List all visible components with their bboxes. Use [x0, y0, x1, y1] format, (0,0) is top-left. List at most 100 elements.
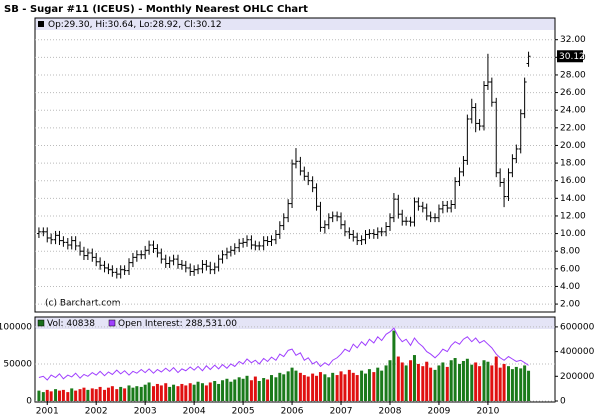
volume-bar — [229, 381, 233, 401]
volume-bar — [245, 375, 249, 401]
volume-bar — [331, 372, 335, 401]
volume-bar — [106, 387, 110, 401]
y-tick-label: 2.00 — [560, 300, 580, 310]
volume-bar — [278, 372, 282, 401]
volume-bar — [168, 386, 172, 401]
volume-bar — [90, 388, 94, 401]
y-tick-label: 100000 — [0, 322, 32, 332]
volume-bar — [70, 388, 74, 401]
volume-bar — [315, 375, 319, 401]
legend-swatch — [37, 319, 45, 327]
volume-bar — [372, 372, 376, 401]
x-tick-label: 2001 — [36, 407, 59, 417]
volume-bar — [286, 371, 290, 401]
volume-bar — [482, 360, 486, 401]
volume-bar — [262, 378, 266, 401]
volume-bar — [506, 366, 510, 401]
open-interest-line — [38, 327, 529, 381]
volume-bar — [103, 389, 107, 401]
y-tick-label: 28.00 — [560, 70, 586, 80]
x-tick-label: 2009 — [428, 407, 451, 417]
y-tick-label: 4.00 — [560, 282, 580, 292]
x-tick-label: 2003 — [134, 407, 157, 417]
volume-bar — [449, 360, 453, 401]
volume-bar — [339, 371, 343, 401]
volume-bar — [364, 373, 368, 401]
volume-bar — [241, 378, 245, 401]
y-tick-label: 6.00 — [560, 264, 580, 274]
legend-label: Open Interest: 288,531.00 — [118, 319, 237, 329]
volume-bar — [311, 373, 315, 401]
volume-bar — [269, 375, 273, 401]
volume-bar — [147, 382, 151, 401]
volume-bar — [115, 389, 119, 401]
volume-bar — [380, 370, 384, 401]
volume-bar — [274, 377, 278, 401]
y-tick-label: 18.00 — [560, 159, 586, 169]
volume-bar — [294, 370, 298, 401]
volume-bar — [41, 392, 45, 401]
y-tick-label: 12.00 — [560, 211, 586, 221]
volume-bar — [429, 367, 433, 401]
copyright: (c) Barchart.com — [45, 299, 121, 309]
volume-bar — [335, 375, 339, 401]
volume-bar — [180, 383, 184, 401]
x-tick-label: 2002 — [85, 407, 108, 417]
volume-bar — [474, 362, 478, 401]
volume-bar — [159, 385, 163, 401]
volume-bar — [282, 374, 286, 401]
y-tick-label: 20.00 — [560, 141, 586, 151]
volume-bar — [49, 391, 53, 401]
volume-bar — [155, 383, 159, 401]
volume-bar — [445, 366, 449, 401]
volume-bar — [510, 369, 514, 401]
volume-legend-strip — [35, 317, 555, 329]
volume-bar — [86, 389, 90, 401]
volume-bar — [98, 386, 102, 401]
y-tick-label: 14.00 — [560, 194, 586, 204]
volume-bar — [343, 374, 347, 401]
volume-bar — [412, 355, 416, 401]
volume-bar — [139, 386, 143, 401]
y-tick-label: 32.00 — [560, 35, 586, 45]
volume-bar — [66, 392, 70, 401]
volume-bar — [465, 358, 469, 401]
volume-bar — [127, 385, 131, 401]
volume-bar — [355, 375, 359, 401]
volume-bar — [45, 389, 49, 401]
volume-bar — [188, 383, 192, 401]
volume-bar — [392, 330, 396, 401]
volume-bar — [514, 366, 518, 401]
volume-bar — [123, 388, 127, 401]
volume-bar — [217, 383, 221, 401]
volume-bar — [323, 374, 327, 401]
y-tick-label: 26.00 — [560, 88, 586, 98]
volume-bar — [37, 390, 41, 401]
volume-bar — [478, 366, 482, 401]
volume-bar — [441, 362, 445, 401]
legend-swatch — [108, 319, 116, 327]
volume-bar — [249, 380, 253, 401]
volume-bar — [523, 365, 527, 401]
volume-bar — [200, 383, 204, 401]
volume-bar — [164, 383, 168, 401]
volume-bar — [135, 386, 139, 401]
legend-swatch — [38, 21, 44, 27]
volume-bar — [143, 384, 147, 401]
volume-bar — [367, 369, 371, 401]
y2-tick-label: 600000 — [560, 322, 595, 332]
volume-bar — [225, 378, 229, 401]
volume-bar — [453, 358, 457, 401]
volume-bar — [94, 389, 98, 401]
volume-panel — [34, 316, 556, 403]
volume-bar — [470, 364, 474, 401]
y-tick-label: 22.00 — [560, 123, 586, 133]
volume-bar — [494, 356, 498, 401]
volume-bar — [196, 381, 200, 401]
volume-bar — [458, 363, 462, 401]
volume-bar — [302, 375, 306, 401]
volume-bar — [527, 370, 531, 401]
volume-bar — [490, 365, 494, 401]
